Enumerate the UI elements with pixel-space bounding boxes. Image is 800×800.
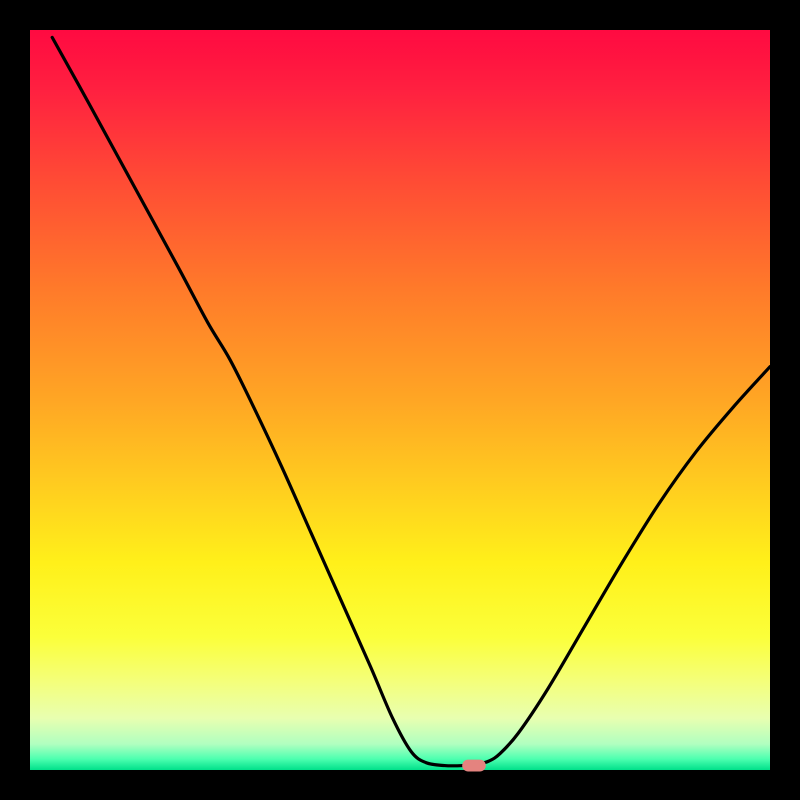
plot-gradient-background xyxy=(30,30,770,770)
chart-stage: TheBottleneck.com xyxy=(0,0,800,800)
bottleneck-chart-svg xyxy=(0,0,800,800)
optimal-point-marker xyxy=(462,760,486,772)
